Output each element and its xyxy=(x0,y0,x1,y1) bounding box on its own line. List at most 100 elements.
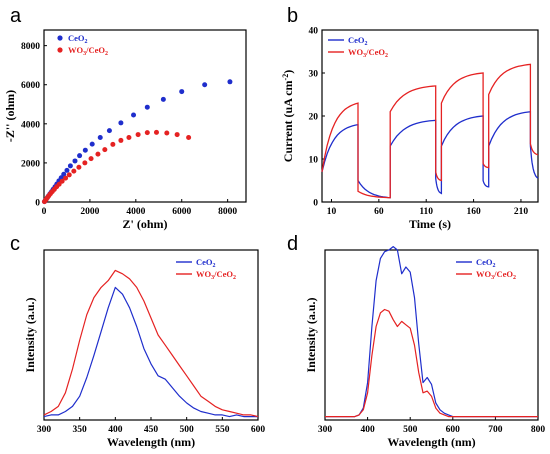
data-point xyxy=(71,168,77,174)
legend-entry-1: WO3/CeO2 xyxy=(68,45,108,57)
plot-frame xyxy=(324,249,539,421)
y-axis-label-end: ) xyxy=(281,70,295,74)
x-axis-label: Wavelength (nm) xyxy=(107,435,195,449)
x-tick-label: 400 xyxy=(360,425,375,435)
legend-entry-sub: 2 xyxy=(365,41,368,47)
legend-marker-0 xyxy=(57,35,63,41)
y-axis-label-text: Current (uA cm xyxy=(281,80,295,162)
data-point xyxy=(126,135,132,140)
data-point xyxy=(144,130,150,136)
y-tick-label: 40 xyxy=(309,27,319,37)
y-axis-label-text: Intensity (a.u.) xyxy=(304,297,318,372)
x-tick-label: 0 xyxy=(42,207,47,217)
legend-entry-name: WO xyxy=(196,269,212,279)
legend-entry-sub: 3 xyxy=(491,275,494,281)
data-point xyxy=(64,167,70,173)
y-tick-label: 20 xyxy=(309,113,319,123)
x-tick-label: 500 xyxy=(180,425,195,435)
data-point xyxy=(76,164,82,170)
legend-entry-1: WO3/CeO2 xyxy=(476,269,516,281)
data-point xyxy=(202,82,208,88)
data-point xyxy=(97,135,103,140)
panel-letter: a xyxy=(10,5,22,27)
legend-entry-name: WO xyxy=(348,47,364,57)
chart-panel-d: d 300 400 500 600 700 800 Wavelength (nm) Intens… xyxy=(287,233,545,449)
x-tick-label: 160 xyxy=(466,207,481,217)
data-point xyxy=(72,158,78,164)
x-tick-label: 6000 xyxy=(172,207,191,217)
legend-entry-0: CeO2 xyxy=(196,257,216,269)
x-tick-label: 4000 xyxy=(126,207,145,217)
legend-entry-name: CeO xyxy=(68,33,85,43)
data-point xyxy=(95,151,101,157)
legend-entry-sub2: 2 xyxy=(233,275,236,281)
data-point xyxy=(227,79,233,85)
data-point xyxy=(61,171,67,177)
chart-panel-b: b 10 60 110 160 210 0 10 20 30 40 Time (s) Current (… xyxy=(281,5,539,231)
data-point xyxy=(59,178,65,184)
y-tick-label: 4000 xyxy=(21,120,40,130)
y-tick-label: 8000 xyxy=(21,42,40,52)
data-point xyxy=(153,129,159,135)
chart-panel-c: c 300 350 400 450 500 550 600 Wavelength (nm) Int… xyxy=(10,233,265,449)
data-point xyxy=(110,141,116,147)
panel-letter: d xyxy=(287,233,298,255)
data-point xyxy=(135,132,141,138)
legend-entry-sub2: 2 xyxy=(513,275,516,281)
data-point xyxy=(63,175,69,181)
series-line-1 xyxy=(321,63,539,199)
legend-entry-sub: 2 xyxy=(213,263,216,269)
data-point xyxy=(131,112,137,118)
x-tick-label: 300 xyxy=(37,425,52,435)
x-axis-label: Time (s) xyxy=(409,217,451,231)
y-axis-label: Intensity (a.u.) xyxy=(23,297,37,372)
series-0 xyxy=(41,79,233,205)
data-point xyxy=(118,120,124,126)
legend-marker-1 xyxy=(57,47,63,53)
x-tick-label: 210 xyxy=(514,207,529,217)
data-point xyxy=(106,128,112,134)
x-tick-label: 800 xyxy=(531,425,546,435)
legend-entry-1: WO3/CeO2 xyxy=(348,47,388,59)
data-point xyxy=(82,160,88,166)
y-axis-label-text: Intensity (a.u.) xyxy=(23,297,37,372)
y-axis-label-sup: -2 xyxy=(281,74,290,81)
legend-entry-0: CeO2 xyxy=(476,257,496,269)
legend-entry-sub: 3 xyxy=(363,53,366,59)
data-point xyxy=(118,137,124,143)
data-point xyxy=(174,132,180,138)
legend-entry-sub2: 2 xyxy=(105,51,108,57)
data-point xyxy=(102,147,108,153)
panel-letter: c xyxy=(10,233,20,255)
x-tick-label: 2000 xyxy=(80,207,99,217)
x-tick-label: 550 xyxy=(215,425,230,435)
data-point xyxy=(186,135,192,140)
y-axis-label: Intensity (a.u.) xyxy=(304,297,318,372)
legend-entry-name: CeO xyxy=(196,257,213,267)
y-axis-label: -Z'' (ohm) xyxy=(3,90,17,142)
data-point xyxy=(67,163,73,169)
data-point xyxy=(88,156,94,162)
series-line-0 xyxy=(43,286,258,418)
series-1 xyxy=(41,129,192,205)
legend-entry-name2: /CeO xyxy=(85,45,105,55)
y-axis-label-text: -Z'' (ohm) xyxy=(3,90,17,142)
y-tick-label: 0 xyxy=(313,199,318,209)
legend-entry-sub: 2 xyxy=(85,39,88,45)
x-axis-label: Wavelength (nm) xyxy=(387,435,475,449)
y-tick-label: 0 xyxy=(35,199,40,209)
legend-entry-name2: /CeO xyxy=(213,269,233,279)
x-tick-label: 8000 xyxy=(218,207,237,217)
data-point xyxy=(82,147,88,153)
x-tick-label: 600 xyxy=(446,425,461,435)
y-tick-label: 10 xyxy=(309,156,319,166)
legend-entry-sub2: 2 xyxy=(385,53,388,59)
data-point xyxy=(164,130,170,136)
legend-entry-sub: 3 xyxy=(211,275,214,281)
legend-entry-name: CeO xyxy=(348,35,365,45)
x-tick-label: 400 xyxy=(108,425,123,435)
x-tick-label: 500 xyxy=(403,425,418,435)
x-axis-label: Z' (ohm) xyxy=(123,217,168,231)
x-tick-label: 700 xyxy=(488,425,503,435)
